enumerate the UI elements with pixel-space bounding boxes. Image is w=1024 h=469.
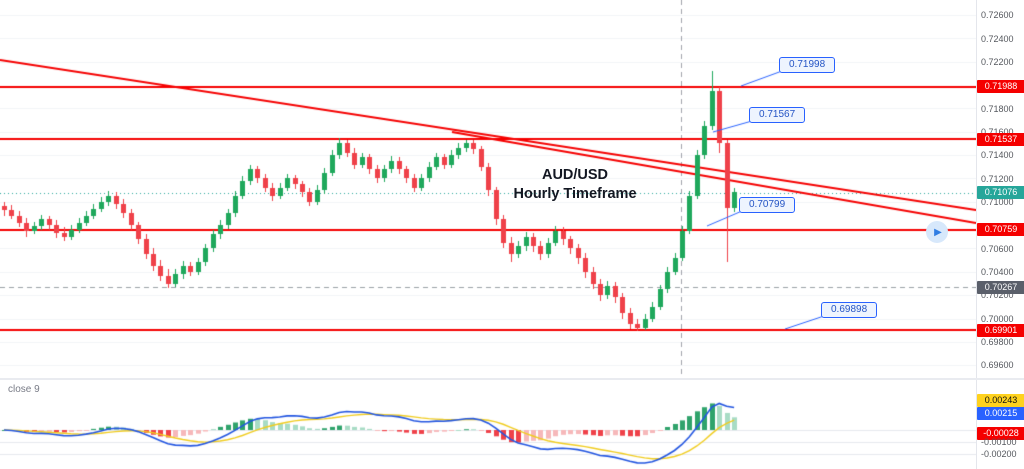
- price-axis[interactable]: 0.72600 0.72400 0.72200 0.71800 0.71600 0.714…: [976, 0, 1024, 378]
- pane-divider[interactable]: [0, 378, 1024, 380]
- price-tick: 0.72600: [981, 10, 1014, 21]
- indicator-axis[interactable]: 0.00243 0.00215 -0.00028 -0.00100 -0.00200: [976, 380, 1024, 469]
- price-tick: 0.70600: [981, 243, 1014, 254]
- resistance-price-badge: 0.71988: [977, 80, 1024, 94]
- price-callout[interactable]: 0.71567: [749, 107, 806, 123]
- timeframe-text: Hourly Timeframe: [513, 185, 637, 202]
- price-tick: 0.71200: [981, 173, 1014, 184]
- chart-annotation-title: AUD/USD Hourly Timeframe: [470, 166, 680, 204]
- price-tick: 0.71600: [981, 126, 1014, 137]
- price-tick: 0.69600: [981, 360, 1014, 371]
- main-chart-pane[interactable]: AUD/USD Hourly Timeframe ▶ 0.71998 0.7156…: [0, 0, 976, 378]
- price-callout[interactable]: 0.70799: [739, 197, 796, 213]
- current-price-badge: 0.71076: [977, 186, 1024, 200]
- support-price-badge: 0.69901: [977, 323, 1024, 337]
- macd-value-badge: 0.00215: [977, 407, 1024, 421]
- prev-close-badge: 0.70267: [977, 280, 1024, 294]
- indicator-tick: -0.00200: [981, 449, 1017, 460]
- price-tick: 0.70000: [981, 313, 1014, 324]
- price-tick: 0.70200: [981, 290, 1014, 301]
- indicator-label: close 9: [8, 384, 40, 395]
- price-tick: 0.70400: [981, 266, 1014, 277]
- price-tick: 0.71800: [981, 103, 1014, 114]
- play-icon: ▶: [934, 226, 942, 238]
- play-button[interactable]: ▶: [926, 221, 948, 243]
- price-tick: 0.72200: [981, 56, 1014, 67]
- histogram-value-badge: -0.00028: [977, 426, 1024, 440]
- macd-pane[interactable]: close 9: [0, 380, 976, 469]
- price-tick: 0.72400: [981, 33, 1014, 44]
- signal-value-badge: 0.00243: [977, 394, 1024, 408]
- price-callout[interactable]: 0.69898: [821, 302, 878, 318]
- indicator-tick: -0.00100: [981, 437, 1017, 447]
- symbol-text: AUD/USD: [541, 167, 609, 183]
- price-tick: 0.71400: [981, 150, 1014, 161]
- price-tick: 0.71000: [981, 196, 1014, 207]
- support-price-badge: 0.70759: [977, 223, 1024, 237]
- macd-indicator-canvas[interactable]: [0, 380, 976, 469]
- price-tick: 0.69800: [981, 336, 1014, 347]
- price-callout[interactable]: 0.71998: [779, 57, 836, 73]
- resistance-price-badge: 0.71537: [977, 132, 1024, 146]
